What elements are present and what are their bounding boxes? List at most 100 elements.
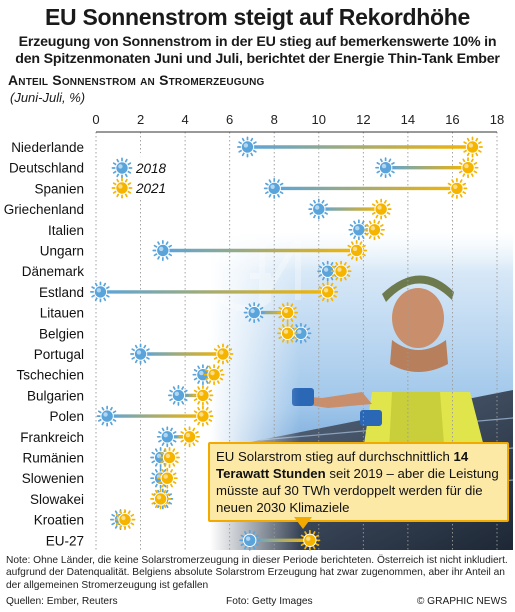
sun-ray — [345, 265, 351, 269]
sun-ray — [383, 199, 387, 205]
sun-ray — [127, 510, 131, 515]
sun-ray — [281, 317, 286, 322]
sun-highlight — [270, 184, 275, 189]
sun-ray — [112, 182, 118, 186]
sun-ray — [194, 431, 199, 435]
sun-ray — [276, 179, 280, 184]
sun-highlight — [118, 184, 123, 189]
sun-ray — [112, 170, 118, 174]
sun-ray — [322, 296, 326, 302]
sun-ray — [218, 377, 224, 381]
sun-ray — [472, 162, 478, 166]
category-label: Spanien — [34, 181, 84, 196]
marker-2021 — [159, 447, 180, 468]
sun-ray — [332, 294, 337, 298]
sun-core — [267, 181, 281, 196]
sun-ray — [245, 306, 250, 311]
sun-ray — [470, 158, 474, 163]
sun-ray — [207, 397, 213, 402]
sun-ray — [351, 255, 355, 260]
sun-ray — [368, 234, 373, 239]
sun-ray — [361, 220, 365, 226]
sun-ray — [343, 275, 347, 281]
sun-ray — [109, 420, 113, 426]
sun-ray — [163, 489, 167, 495]
sun-ray — [361, 244, 366, 249]
marker-2021 — [370, 198, 392, 220]
sun-ray — [365, 224, 370, 228]
sun-ray — [249, 137, 254, 143]
sun-ray — [154, 503, 159, 509]
sun-core — [247, 305, 261, 320]
category-label: Dänemark — [22, 264, 85, 279]
sun-ray — [241, 151, 246, 157]
sun-ray — [305, 335, 311, 339]
sun-ray — [347, 244, 352, 249]
sun-ray — [244, 531, 248, 536]
sun-ray — [161, 441, 165, 446]
copyright-brand: © GRAPHIC NEWS — [416, 596, 507, 607]
sun-ray — [359, 255, 363, 260]
sun-ray — [97, 410, 103, 414]
sun-ray — [165, 501, 170, 505]
sun-ray — [145, 356, 150, 360]
sun-ray — [126, 162, 132, 166]
sun-highlight — [352, 246, 358, 252]
sun-ray — [385, 203, 391, 207]
sun-ray — [238, 149, 243, 153]
sun-ray — [194, 439, 199, 443]
sun-ray — [388, 158, 392, 163]
sun-highlight — [355, 226, 360, 231]
sun-ray — [174, 459, 179, 464]
sun-ray — [256, 303, 260, 308]
sun-ray — [292, 306, 297, 311]
sun-highlight — [297, 329, 302, 334]
sun-ray — [383, 213, 387, 219]
sun-ray — [292, 327, 297, 331]
x-tick-label: 6 — [226, 112, 233, 127]
sun-ray — [470, 172, 474, 177]
sun-highlight — [185, 433, 191, 438]
sun-ray — [281, 303, 286, 308]
sun-ray — [193, 369, 199, 373]
sun-highlight — [323, 267, 329, 272]
sun-ray — [368, 220, 373, 226]
sun-ray — [158, 431, 163, 435]
sun-core — [450, 181, 464, 196]
sun-highlight — [136, 350, 142, 355]
sun-ray — [183, 427, 188, 433]
sun-ray — [248, 317, 252, 322]
sun-ray — [461, 182, 467, 186]
sun-core — [207, 368, 221, 382]
sun-ray — [167, 252, 172, 257]
sources: Quellen: Ember, Reuters — [6, 596, 118, 607]
sun-ray — [216, 379, 220, 384]
sun-ray — [278, 327, 283, 331]
marker-2018 — [237, 136, 258, 158]
category-label: Slowakei — [30, 492, 84, 507]
sun-ray — [205, 379, 209, 384]
sun-ray — [335, 262, 339, 267]
sun-ray — [205, 365, 209, 370]
sun-ray — [459, 193, 463, 198]
sun-ray — [91, 294, 96, 298]
sun-ray — [289, 317, 294, 322]
sun-ray — [276, 193, 280, 198]
marker-2021 — [150, 488, 172, 510]
sun-ray — [165, 493, 170, 497]
sun-ray — [278, 306, 283, 311]
sun-ray — [289, 338, 294, 343]
chart-title: Anteil Sonnenstrom an Stromerzeugung — [8, 72, 265, 88]
sun-ray — [335, 275, 339, 281]
sun-ray — [129, 513, 135, 518]
sun-core — [367, 223, 382, 237]
sun-ray — [208, 365, 212, 370]
sun-ray — [379, 224, 384, 228]
sun-ray — [227, 348, 233, 352]
sun-ray — [116, 172, 120, 178]
sun-ray — [180, 439, 185, 443]
category-label: Bulgarien — [27, 388, 84, 403]
sun-ray — [91, 286, 96, 290]
sun-ray — [268, 193, 272, 198]
